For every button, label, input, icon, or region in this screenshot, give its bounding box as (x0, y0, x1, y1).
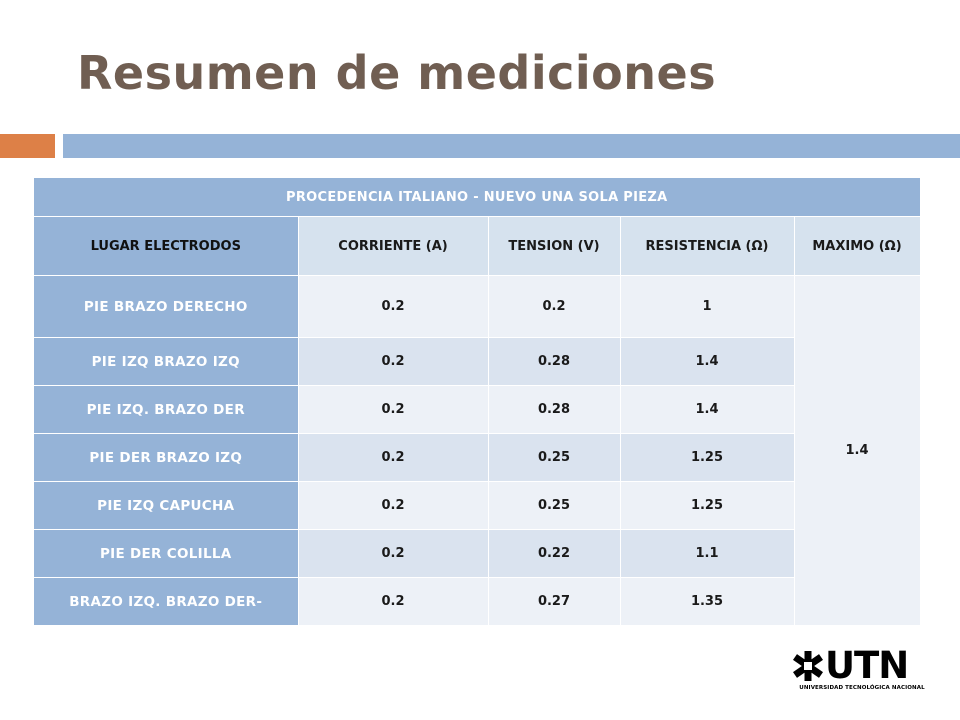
utn-logo-word: UTN (825, 644, 909, 687)
row-location: PIE DER BRAZO IZQ (34, 433, 299, 482)
row-location: PIE DER COLILLA (34, 529, 299, 578)
header-tension: TENSION (V) (488, 216, 621, 276)
header-lugar-electrodos: LUGAR ELECTRODOS (34, 216, 299, 276)
utn-logo-subtitle: UNIVERSIDAD TECNOLÓGICA NACIONAL (799, 685, 925, 691)
row-resistencia: 1.1 (620, 529, 795, 578)
table-row: BRAZO IZQ. BRAZO DER- 0.2 0.27 1.35 (34, 577, 920, 626)
row-resistencia: 1.35 (620, 577, 795, 626)
row-corriente: 0.2 (298, 577, 489, 626)
row-location: BRAZO IZQ. BRAZO DER- (34, 577, 299, 626)
header-corriente: CORRIENTE (A) (298, 216, 489, 276)
row-location: PIE IZQ. BRAZO DER (34, 385, 299, 434)
table-row: PIE IZQ CAPUCHA 0.2 0.25 1.25 (34, 481, 920, 530)
accent-bar-orange (0, 134, 55, 158)
row-tension: 0.28 (488, 385, 621, 434)
row-tension: 0.25 (488, 433, 621, 482)
table-row: PIE DER BRAZO IZQ 0.2 0.25 1.25 (34, 433, 920, 482)
row-resistencia: 1.4 (620, 337, 795, 386)
utn-logo: UTN UNIVERSIDAD TECNOLÓGICA NACIONAL (791, 644, 931, 694)
utn-star-icon (793, 651, 823, 681)
header-maximo: MAXIMO (Ω) (794, 216, 921, 276)
row-corriente: 0.2 (298, 529, 489, 578)
row-resistencia: 1.4 (620, 385, 795, 434)
table-header-row: LUGAR ELECTRODOS CORRIENTE (A) TENSION (… (34, 216, 921, 276)
row-resistencia: 1.25 (620, 481, 795, 530)
row-location: PIE IZQ CAPUCHA (34, 481, 299, 530)
table-caption-row: PROCEDENCIA ITALIANO - NUEVO UNA SOLA PI… (34, 178, 921, 217)
measurements-table: PROCEDENCIA ITALIANO - NUEVO UNA SOLA PI… (34, 178, 921, 626)
maximo-value: 1.4 (794, 275, 921, 626)
row-location: PIE IZQ BRAZO IZQ (34, 337, 299, 386)
row-resistencia: 1 (620, 275, 795, 338)
row-tension: 0.28 (488, 337, 621, 386)
table-row: PIE BRAZO DERECHO 0.2 0.2 1 1.4 (34, 275, 921, 626)
row-corriente: 0.2 (298, 337, 489, 386)
row-tension: 0.22 (488, 529, 621, 578)
row-corriente: 0.2 (298, 481, 489, 530)
row-tension: 0.25 (488, 481, 621, 530)
row-corriente: 0.2 (298, 275, 489, 338)
table-row: PIE DER COLILLA 0.2 0.22 1.1 (34, 529, 920, 578)
table-row: PIE IZQ. BRAZO DER 0.2 0.28 1.4 (34, 385, 920, 434)
row-corriente: 0.2 (298, 385, 489, 434)
row-tension: 0.2 (488, 275, 621, 338)
table-caption: PROCEDENCIA ITALIANO - NUEVO UNA SOLA PI… (34, 178, 921, 217)
table-row: PIE IZQ BRAZO IZQ 0.2 0.28 1.4 (34, 337, 920, 386)
slide-title: Resumen de mediciones (77, 46, 717, 100)
row-location: PIE BRAZO DERECHO (34, 275, 299, 338)
row-tension: 0.27 (488, 577, 621, 626)
accent-bar-blue (63, 134, 960, 158)
row-corriente: 0.2 (298, 433, 489, 482)
row-resistencia: 1.25 (620, 433, 795, 482)
header-resistencia: RESISTENCIA (Ω) (620, 216, 795, 276)
